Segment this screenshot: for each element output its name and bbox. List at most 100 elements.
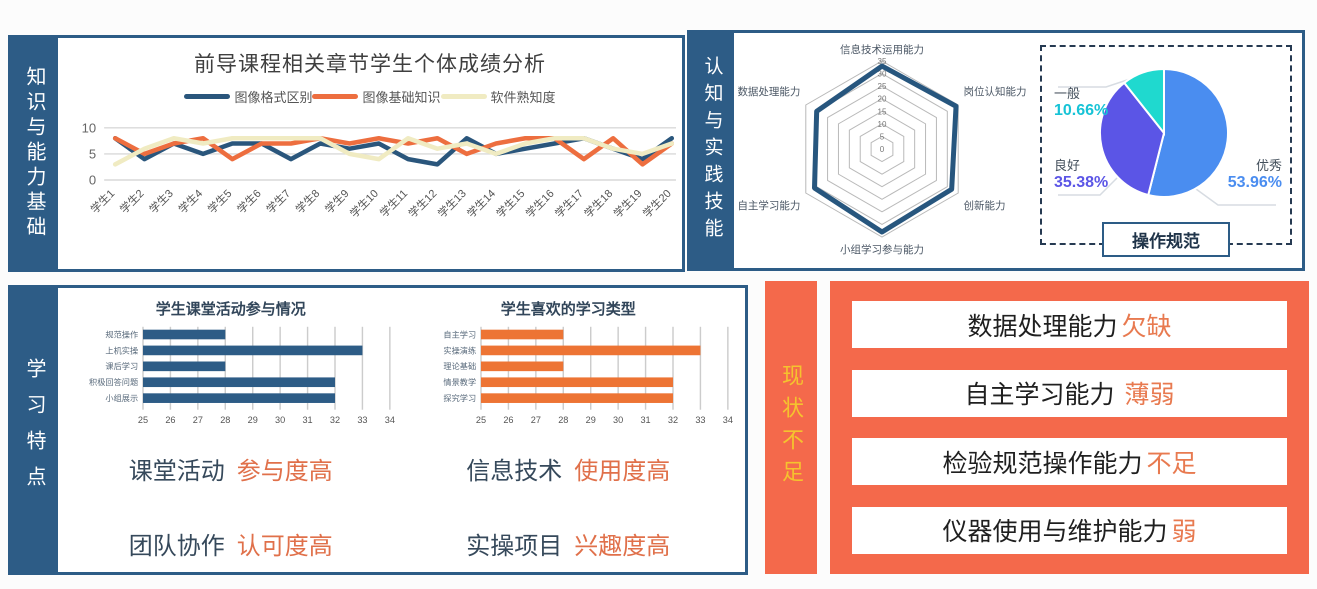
svg-text:34: 34 <box>722 415 732 425</box>
svg-text:32: 32 <box>667 415 677 425</box>
learning-content: 学生课堂活动参与情况 25 26 27 28 29 30 31 32 33 34 规范操作 上机实操课… <box>58 288 745 572</box>
svg-text:学生7: 学生7 <box>263 186 293 216</box>
svg-text:31: 31 <box>640 415 650 425</box>
deficiency-accent: 不足 <box>1146 450 1197 478</box>
deficiency-text: 自主学习能力 <box>964 382 1115 410</box>
panel-learning-sidebar: 学习特点 <box>11 288 58 572</box>
panel-learning: 学习特点 学生课堂活动参与情况 25 26 27 28 29 30 31 32 33 34 规范操作… <box>8 285 748 575</box>
pie-chart-box: 一般 10.66% 良好 35.38% 优秀 53.96% 操作规范 <box>1040 45 1292 257</box>
bar-chart-1-title: 学生课堂活动参与情况 <box>155 301 306 318</box>
pie-label-yiban: 一般 10.66% <box>1054 86 1109 120</box>
cognition-content: 35 30 25 20 15 10 5 0 信息技术运用能力 岗位认知能力 创新能力 小组学习参与能力… <box>734 33 1302 268</box>
highlight-value: 使用度高 <box>574 459 671 485</box>
svg-text:创新能力: 创新能力 <box>964 199 1006 212</box>
svg-text:32: 32 <box>330 415 340 425</box>
deficiency-text: 检验规范操作能力 <box>942 450 1143 478</box>
svg-text:学生10: 学生10 <box>347 186 381 220</box>
svg-text:30: 30 <box>613 415 623 425</box>
deficiency-row: 数据处理能力 欠缺 <box>852 301 1287 348</box>
svg-text:小组学习参与能力: 小组学习参与能力 <box>840 243 924 256</box>
svg-text:积极回答问题: 积极回答问题 <box>89 377 138 387</box>
svg-text:30: 30 <box>275 415 285 425</box>
svg-text:学生1: 学生1 <box>87 186 117 216</box>
pie-slice-name: 一般 <box>1054 86 1081 101</box>
svg-text:情景教学: 情景教学 <box>443 377 476 387</box>
highlight-value: 参与度高 <box>236 459 333 485</box>
svg-text:30: 30 <box>878 70 887 79</box>
svg-text:实操演练: 实操演练 <box>443 345 476 355</box>
highlights-grid: 课堂活动 参与度高 信息技术 使用度高 团队协作 认可度高 实操项目 兴趣度高 <box>62 451 737 561</box>
svg-text:5: 5 <box>89 146 96 161</box>
highlight-label: 实操项目 <box>466 534 563 560</box>
pie-slice-value: 35.38% <box>1054 173 1109 191</box>
svg-text:29: 29 <box>248 415 258 425</box>
highlight-item: 信息技术 使用度高 <box>400 451 738 486</box>
svg-text:学生17: 学生17 <box>552 186 586 220</box>
highlight-value: 兴趣度高 <box>574 534 671 560</box>
highlight-item: 课堂活动 参与度高 <box>62 451 400 486</box>
svg-text:信息技术运用能力: 信息技术运用能力 <box>840 43 924 56</box>
pie-slice-value: 53.96% <box>1227 173 1282 191</box>
svg-text:20: 20 <box>878 95 887 104</box>
deficiency-accent: 欠缺 <box>1121 313 1172 341</box>
pie-slice-value: 10.66% <box>1054 101 1109 119</box>
svg-text:探究学习: 探究学习 <box>443 393 476 403</box>
svg-text:34: 34 <box>385 415 395 425</box>
svg-text:学生18: 学生18 <box>581 186 615 220</box>
bar-chart-col-1: 学生课堂活动参与情况 25 26 27 28 29 30 31 32 33 34 规范操作 上机实操课… <box>62 292 400 429</box>
deficiency-accent: 弱 <box>1171 519 1197 547</box>
svg-text:10: 10 <box>878 120 887 129</box>
legend-item-1: 图像格式区别 <box>184 87 312 106</box>
svg-text:学生8: 学生8 <box>293 186 323 216</box>
legend-swatch-3 <box>440 94 487 99</box>
panel-knowledge-sidebar: 知识与能力基础 <box>11 38 58 269</box>
line-chart-legend: 图像格式区别 图像基础知识 软件熟知度 <box>58 87 682 106</box>
svg-text:33: 33 <box>357 415 367 425</box>
pie-slice-name: 优秀 <box>1255 158 1282 173</box>
highlight-label: 团队协作 <box>128 534 225 560</box>
svg-text:31: 31 <box>302 415 312 425</box>
highlight-item: 团队协作 认可度高 <box>62 526 400 561</box>
panel-cognition: 认知与实践技能 35 30 25 20 15 10 5 0 信息技术运用能力 岗位认知能力 创新能力… <box>687 30 1305 271</box>
deficiency-row: 自主学习能力 薄弱 <box>852 369 1287 417</box>
svg-text:学生20: 学生20 <box>640 186 674 220</box>
svg-text:25: 25 <box>138 415 148 425</box>
pie-chart <box>1058 67 1276 206</box>
svg-text:33: 33 <box>695 415 705 425</box>
pie-label-youxiu: 优秀 53.96% <box>1227 158 1282 192</box>
svg-text:26: 26 <box>165 415 175 425</box>
svg-text:15: 15 <box>878 107 887 116</box>
pie-caption: 操作规范 <box>1102 222 1230 257</box>
legend-label-1: 图像格式区别 <box>234 90 313 105</box>
deficiency-text: 数据处理能力 <box>967 313 1118 341</box>
svg-text:学生19: 学生19 <box>610 186 644 220</box>
line-chart-area: 前导课程相关章节学生个体成绩分析 图像格式区别 图像基础知识 软件熟知度 0 5 1… <box>58 38 682 269</box>
panel-deficiency-sidebar: 现状不足 <box>765 281 817 574</box>
panel-cognition-sidebar: 认知与实践技能 <box>690 33 734 268</box>
svg-text:学生15: 学生15 <box>493 186 527 220</box>
highlight-label: 信息技术 <box>466 459 563 485</box>
legend-swatch-2 <box>312 94 359 99</box>
svg-text:上机实操: 上机实操 <box>105 345 138 355</box>
svg-text:25: 25 <box>878 82 887 91</box>
svg-text:小组展示: 小组展示 <box>105 393 138 403</box>
deficiency-row: 仪器使用与维护能力弱 <box>852 506 1287 554</box>
legend-swatch-1 <box>184 94 231 99</box>
line-chart-title: 前导课程相关章节学生个体成绩分析 <box>194 53 546 76</box>
panel-deficiency: 数据处理能力 欠缺 自主学习能力 薄弱 检验规范操作能力 不足 仪器使用与维护能力弱 <box>830 281 1309 574</box>
legend-item-2: 图像基础知识 <box>312 87 441 106</box>
panel-knowledge: 知识与能力基础 前导课程相关章节学生个体成绩分析 图像格式区别 图像基础知识 软… <box>8 35 685 272</box>
svg-text:学生11: 学生11 <box>377 186 411 220</box>
svg-text:学生4: 学生4 <box>175 186 205 216</box>
pie-slice-name: 良好 <box>1054 158 1081 173</box>
svg-text:0: 0 <box>880 145 885 154</box>
highlight-item: 实操项目 兴趣度高 <box>400 526 738 561</box>
svg-text:学生2: 学生2 <box>117 186 147 216</box>
bar-chart-2-title: 学生喜欢的学习类型 <box>500 301 636 318</box>
svg-text:29: 29 <box>585 415 595 425</box>
svg-text:数据处理能力: 数据处理能力 <box>737 85 800 98</box>
radar-chart: 35 30 25 20 15 10 5 0 信息技术运用能力岗位认知能力创新能力小组学习参与能力… <box>737 43 1026 256</box>
